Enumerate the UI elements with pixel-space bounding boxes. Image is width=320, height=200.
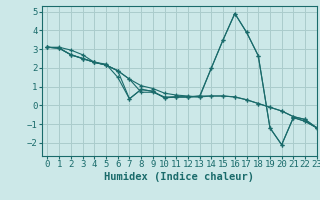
X-axis label: Humidex (Indice chaleur): Humidex (Indice chaleur) (104, 172, 254, 182)
